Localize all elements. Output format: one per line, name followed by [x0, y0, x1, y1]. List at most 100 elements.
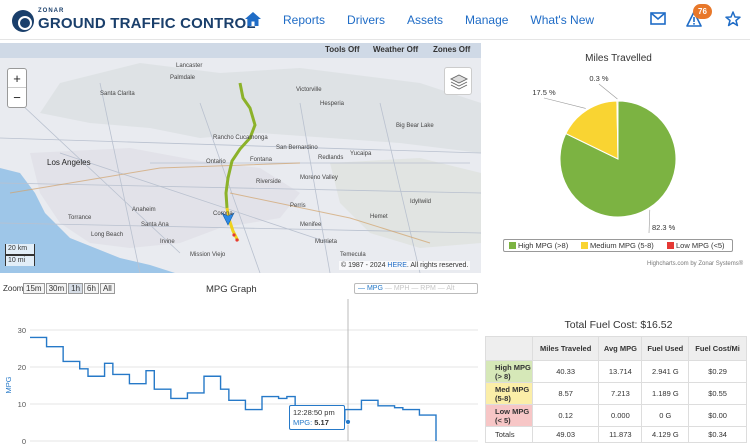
- map-scale: 20 km 10 mi: [5, 244, 35, 268]
- star-icon[interactable]: [725, 11, 741, 27]
- cell-miles: 0.12: [531, 404, 600, 427]
- top-nav: ZONAR GROUND TRAFFIC CONTROL Reports Dri…: [0, 0, 750, 40]
- zoom-in-button[interactable]: +: [8, 69, 26, 88]
- nav-link-manage[interactable]: Manage: [465, 13, 509, 27]
- table-row: High MPG (> 8) 40.33 13.714 2.941 G $0.29: [485, 360, 747, 383]
- header-fuel-used: Fuel Used: [641, 336, 690, 361]
- header-avg-mpg: Avg MPG: [598, 336, 643, 361]
- map-label-palmdale: Palmdale: [170, 75, 196, 81]
- brand-logo[interactable]: ZONAR GROUND TRAFFIC CONTROL: [12, 7, 256, 33]
- map-label-corona: Corona: [213, 211, 233, 217]
- map-label-los-angeles: Los Angeles: [47, 158, 91, 167]
- map-canvas[interactable]: Los Angeles Santa Clarita Rancho Cucamon…: [0, 43, 481, 273]
- nav-link-drivers[interactable]: Drivers: [347, 13, 386, 27]
- pie-slice[interactable]: [616, 100, 619, 160]
- pie-chart: 82.3 % 17.5 % 0.3 %: [532, 74, 677, 234]
- map-label-lancaster: Lancaster: [176, 63, 202, 69]
- map-toolbar: Tools Off Weather Off Zones Off: [0, 43, 481, 58]
- map-copyright: © 1987 - 2024 HERE. All rights reserved.: [339, 261, 471, 270]
- total-used: 4.129 G: [641, 426, 690, 443]
- mail-icon[interactable]: [650, 12, 666, 25]
- table-row: Low MPG (< 5) 0.12 0.000 0 G $0.00: [485, 404, 747, 427]
- header-empty: [485, 336, 533, 361]
- tools-toggle[interactable]: Tools Off: [325, 45, 360, 54]
- copyright-prefix: © 1987 - 2024: [341, 262, 388, 269]
- mpg-line-chart[interactable]: 0 10 20 30 MPG: [0, 281, 481, 446]
- series-alt[interactable]: — Alt: [437, 285, 455, 292]
- pie-legend: High MPG (>8) Medium MPG (5-8) Low MPG (…: [503, 239, 733, 252]
- pie-connector: [543, 97, 586, 109]
- map-label-long-beach: Long Beach: [91, 232, 123, 238]
- total-miles: 49.03: [531, 426, 600, 443]
- cell-avg: 0.000: [598, 404, 643, 427]
- zoom-out-button[interactable]: −: [13, 90, 21, 105]
- table-header-row: Miles Traveled Avg MPG Fuel Used Fuel Co…: [485, 336, 747, 361]
- zones-toggle[interactable]: Zones Off: [433, 45, 471, 54]
- alerts-badge[interactable]: 76: [693, 4, 712, 19]
- row-label-line1: High MPG: [495, 362, 531, 372]
- warning-icon[interactable]: [686, 11, 702, 27]
- map-label-hesperia: Hesperia: [320, 101, 345, 107]
- row-label-line1: Med MPG: [495, 384, 530, 394]
- weather-toggle[interactable]: Weather Off: [373, 45, 419, 54]
- legend-low-mpg[interactable]: Low MPG (<5): [667, 241, 725, 250]
- pie-connector: [598, 83, 618, 100]
- zoom-30m-button[interactable]: 30m: [45, 283, 68, 294]
- y-tick-label: 0: [22, 437, 26, 446]
- legend-high-label: High MPG (>8): [518, 241, 569, 250]
- cell-miles: 8.57: [531, 382, 600, 405]
- total-cost: $0.34: [688, 426, 747, 443]
- map-label-temecula: Temecula: [340, 252, 366, 258]
- layers-icon: [449, 74, 469, 90]
- pie-connector: [648, 209, 651, 234]
- map-label-redlands: Redlands: [318, 155, 343, 161]
- chart-credits[interactable]: Highcharts.com by Zonar Systems®: [647, 261, 744, 267]
- zoom-15m-button[interactable]: 15m: [23, 283, 45, 294]
- nav-link-whats-new[interactable]: What's New: [530, 13, 595, 27]
- cell-cost: $0.29: [688, 360, 747, 383]
- miles-travelled-panel: Miles Travelled 82.3 % 17.5 % 0.3 % High M…: [487, 43, 750, 275]
- cell-used: 0 G: [641, 404, 690, 427]
- zoom-all-button[interactable]: All: [99, 283, 115, 294]
- chart-tooltip: 12:28:50 pm MPG: 5.17: [289, 405, 345, 430]
- series-mpg-label: MPG: [366, 285, 383, 292]
- zoom-1h-button[interactable]: 1h: [68, 283, 84, 294]
- zoom-6h-button[interactable]: 6h: [84, 283, 99, 294]
- cell-used: 1.189 G: [641, 382, 690, 405]
- zoom-label: Zoom: [3, 284, 24, 293]
- map-label-perris: Perris: [290, 203, 306, 209]
- series-rpm[interactable]: — RPM: [411, 285, 436, 292]
- legend-medium-mpg[interactable]: Medium MPG (5-8): [581, 241, 654, 250]
- series-legend: — MPG — MPH — RPM — Alt: [354, 283, 478, 294]
- hover-marker: [345, 418, 351, 425]
- y-axis-label: MPG: [4, 376, 13, 393]
- route-map[interactable]: Los Angeles Santa Clarita Rancho Cucamon…: [0, 43, 481, 273]
- cell-used: 2.941 G: [641, 360, 690, 383]
- legend-low-label: Low MPG (<5): [676, 241, 725, 250]
- series-mph[interactable]: — MPH: [384, 285, 410, 292]
- layers-button[interactable]: [444, 67, 472, 95]
- series-mpg[interactable]: — MPG: [358, 285, 383, 292]
- map-label-irvine: Irvine: [160, 239, 175, 245]
- series-mph-label: MPH: [393, 285, 410, 292]
- y-tick-label: 20: [18, 363, 26, 372]
- cell-miles: 40.33: [531, 360, 600, 383]
- map-label-fontana: Fontana: [250, 157, 273, 163]
- legend-high-mpg[interactable]: High MPG (>8): [509, 241, 568, 250]
- row-label-line1: Low MPG: [495, 406, 530, 416]
- home-icon[interactable]: [244, 11, 262, 27]
- mpg-series-line[interactable]: [30, 336, 437, 441]
- pie-slice[interactable]: [565, 100, 619, 160]
- nav-link-reports[interactable]: Reports: [283, 13, 326, 27]
- map-label-mission-viejo: Mission Viejo: [190, 252, 226, 258]
- here-link[interactable]: HERE: [387, 262, 407, 269]
- map-label-rancho-cucamonga: Rancho Cucamonga: [213, 135, 268, 141]
- cell-cost: $0.00: [688, 404, 747, 427]
- pie-data-label: 0.3 %: [589, 74, 609, 83]
- total-avg: 11.873: [598, 426, 643, 443]
- logo-mark: [12, 10, 34, 32]
- map-label-hemet: Hemet: [370, 214, 388, 220]
- map-label-idyllwild: Idyllwild: [410, 199, 431, 205]
- map-label-torrance: Torrance: [68, 215, 92, 221]
- nav-link-assets[interactable]: Assets: [407, 13, 444, 27]
